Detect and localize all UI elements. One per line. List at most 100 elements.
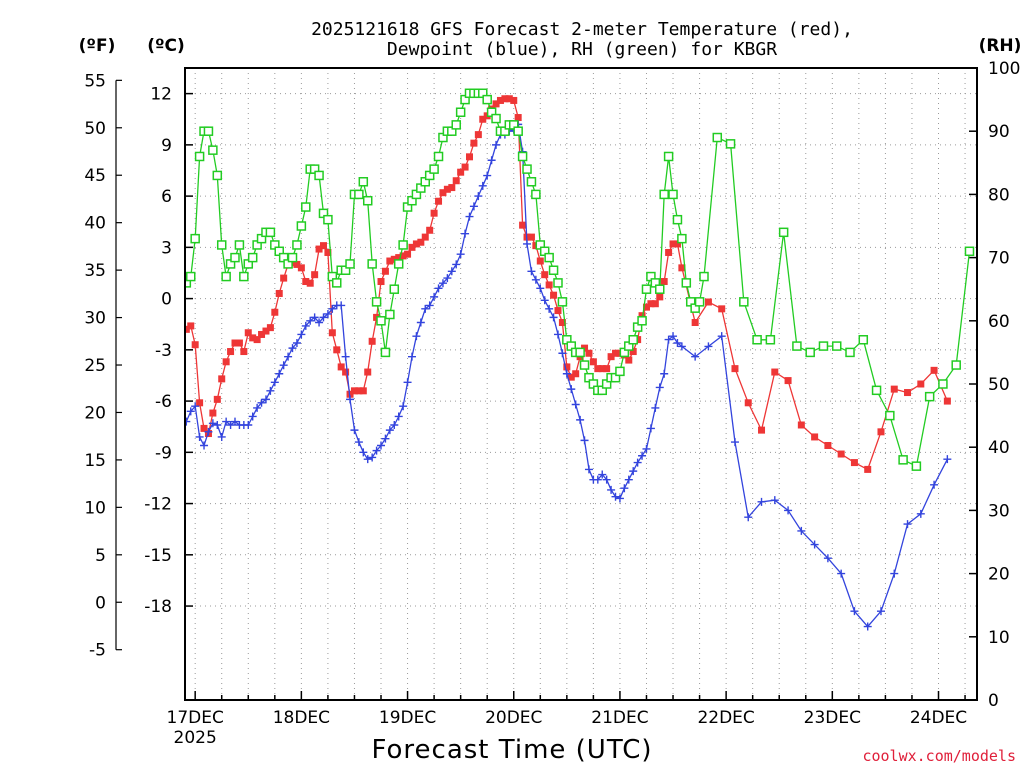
dewpoint-point <box>478 181 487 190</box>
rh-point <box>354 189 364 200</box>
temperature-point <box>651 300 659 308</box>
rh-tick-label: 100 <box>988 59 1020 79</box>
rh-point <box>557 297 568 307</box>
dewpoint-point <box>474 192 483 201</box>
rh-point <box>208 145 218 155</box>
rh-point <box>190 233 200 244</box>
temperature-point <box>603 365 611 373</box>
rh-tick-label: 80 <box>988 185 1010 205</box>
dewpoint-point <box>770 496 779 505</box>
fahrenheit-tick-label: 55 <box>84 71 106 91</box>
celsius-tick-label: -15 <box>144 546 172 566</box>
dewpoint-point <box>536 284 545 293</box>
dewpoint-point <box>717 332 726 341</box>
dewpoint-point <box>381 434 390 443</box>
temperature-point <box>510 96 518 104</box>
rh-point <box>429 164 439 174</box>
dewpoint-point <box>545 304 554 313</box>
x-tick-label: 22DEC <box>697 708 754 728</box>
temperature-point <box>443 185 451 193</box>
temperature-point <box>864 465 872 473</box>
dewpoint-point <box>850 607 859 616</box>
x-tick-label: 17DEC <box>167 708 224 728</box>
dewpoint-point <box>567 385 576 394</box>
temperature-point <box>598 365 606 373</box>
rh-tick-label: 20 <box>988 565 1010 585</box>
rh-point <box>380 347 391 358</box>
rh-point <box>393 259 404 269</box>
dewpoint-point <box>204 427 213 436</box>
dewpoint-point <box>266 386 275 395</box>
temperature-point <box>612 349 620 357</box>
temperature-point <box>302 278 310 286</box>
temperature-point <box>213 395 221 403</box>
dewpoint-point <box>642 444 651 453</box>
rh-point <box>752 335 762 345</box>
dewpoint-point <box>200 441 209 450</box>
dewpoint-point <box>346 395 355 404</box>
rh-point <box>482 94 492 105</box>
dewpoint-point <box>673 339 682 348</box>
rh-point <box>668 189 678 200</box>
rh-point <box>513 126 523 136</box>
rh-point <box>553 278 563 288</box>
rh-point <box>885 410 895 421</box>
dewpoint-point <box>602 475 611 484</box>
dewpoint-point <box>823 554 832 563</box>
dewpoint-point <box>222 417 231 426</box>
dewpoint-point <box>492 140 501 149</box>
temperature-point <box>665 248 673 256</box>
temperature-point <box>262 327 270 335</box>
dewpoint-point <box>368 453 377 462</box>
fahrenheit-tick-label: 5 <box>95 546 106 566</box>
temperature-point <box>492 100 500 108</box>
dewpoint-point <box>797 526 806 535</box>
dewpoint-point <box>487 156 496 165</box>
temperature-point <box>501 95 509 103</box>
x-tick-label: 20DEC <box>485 708 542 728</box>
dewpoint-point <box>704 342 713 351</box>
rh-point <box>398 240 408 250</box>
chart-title-line-1: 2025121618 GFS Forecast 2-meter Temperat… <box>311 19 853 40</box>
temperature-point <box>744 399 752 407</box>
dewpoint-point <box>669 332 678 341</box>
temperature-point <box>364 368 372 376</box>
rh-point <box>871 385 882 396</box>
temperature-point <box>731 365 739 373</box>
rh-point <box>637 316 647 326</box>
dewpoint-point <box>253 403 262 412</box>
rh-point <box>575 347 585 358</box>
temperature-point <box>642 303 650 311</box>
dewpoint-point <box>660 369 669 378</box>
temperature-point <box>412 240 420 248</box>
dewpoint-point <box>930 480 939 489</box>
rh-point <box>522 164 532 174</box>
dewpoint-point <box>372 446 381 455</box>
x-tick-label: 21DEC <box>591 708 648 728</box>
dewpoint-point <box>461 229 470 238</box>
axes: 5550454035302520151050-5129630-3-6-9-12-… <box>84 59 1020 748</box>
dewpoint-point <box>195 432 204 441</box>
dewpoint-point <box>390 420 399 429</box>
dewpoint-point <box>416 318 425 327</box>
temperature-point <box>355 387 363 395</box>
dewpoint-point <box>434 284 443 293</box>
temperature-point <box>377 278 385 286</box>
temperature-point <box>527 233 535 241</box>
temperature-point <box>496 96 504 104</box>
dewpoint-point <box>624 475 633 484</box>
temperature-point <box>519 221 527 229</box>
temperature-point <box>430 209 438 217</box>
rh-point <box>376 316 386 326</box>
rh-point <box>491 113 501 124</box>
temperature-point <box>218 375 226 383</box>
dewpoint-point <box>876 607 885 616</box>
temperature-point <box>275 289 283 297</box>
temperature-point <box>673 240 681 248</box>
temperature-point <box>280 274 288 282</box>
rh-point <box>924 391 935 402</box>
dewpoint-point <box>186 407 195 416</box>
rh-tick-label: 70 <box>988 249 1010 269</box>
temperature-point <box>311 271 319 279</box>
